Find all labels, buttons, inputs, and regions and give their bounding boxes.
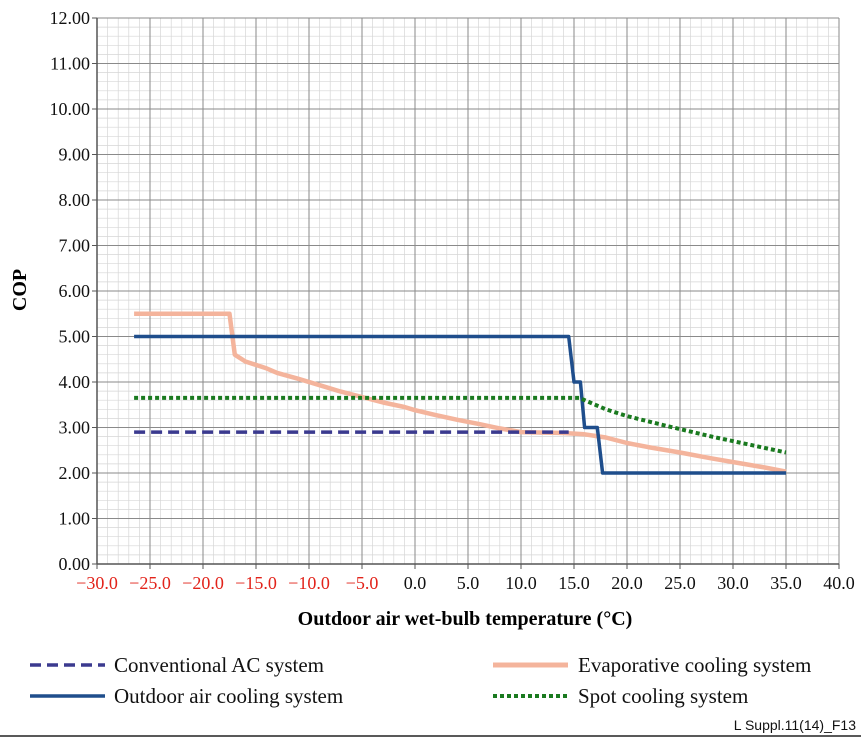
x-tick-label: 5.0 — [457, 573, 480, 593]
y-tick-label: 2.00 — [59, 463, 91, 483]
series-line-evaporative-cooling-system — [134, 311, 787, 474]
y-tick-labels: 0.00 1.00 2.00 3.00 4.00 5.00 6.00 7.00 8.00 9.00… — [50, 8, 91, 574]
y-tick-label: 6.00 — [59, 281, 91, 301]
y-tick-label: 0.00 — [59, 554, 91, 574]
x-tick-label: 25.0 — [664, 573, 696, 593]
x-tick-label: 0.0 — [404, 573, 427, 593]
x-tick-label: −30.0 — [76, 573, 118, 593]
y-tick-label: 8.00 — [59, 190, 91, 210]
series-lines — [134, 311, 787, 475]
legend-label-conventional: Conventional AC system — [114, 653, 324, 677]
series-line-spot-cooling-system — [134, 395, 787, 455]
x-tick-label: 30.0 — [717, 573, 749, 593]
y-tick-label: 11.00 — [50, 54, 90, 74]
y-tick-label: 5.00 — [59, 327, 91, 347]
axes — [92, 17, 840, 569]
x-tick-label: 40.0 — [823, 573, 855, 593]
x-axis-title: Outdoor air wet-bulb temperature (°C) — [298, 608, 633, 630]
x-tick-label: 15.0 — [558, 573, 590, 593]
legend-label-spot: Spot cooling system — [578, 684, 748, 708]
y-tick-label: 1.00 — [59, 509, 91, 529]
y-axis-title: COP — [9, 269, 31, 311]
x-tick-label: −25.0 — [129, 573, 171, 593]
x-tick-label: −5.0 — [346, 573, 379, 593]
x-tick-label: 20.0 — [611, 573, 643, 593]
y-tick-label: 3.00 — [59, 418, 91, 438]
legend: Conventional AC system Outdoor air cooli… — [30, 653, 811, 708]
x-tick-labels: −30.0 −25.0 −20.0 −15.0 −10.0 −5.0 0.0 5.0 10.0 1… — [76, 573, 855, 593]
y-tick-label: 4.00 — [59, 372, 91, 392]
y-tick-label: 12.00 — [50, 8, 91, 28]
y-tick-label: 10.00 — [50, 99, 91, 119]
series-line-outdoor-air-cooling-system — [134, 334, 786, 475]
figure-reference: L Suppl.11(14)_F13 — [734, 717, 856, 733]
x-tick-label: 35.0 — [770, 573, 802, 593]
y-tick-label: 9.00 — [59, 145, 91, 165]
x-tick-label: 10.0 — [505, 573, 537, 593]
legend-label-outdoor-air: Outdoor air cooling system — [114, 684, 343, 708]
y-tick-label: 7.00 — [59, 236, 91, 256]
x-tick-label: −10.0 — [288, 573, 330, 593]
x-tick-label: −15.0 — [235, 573, 277, 593]
x-tick-label: −20.0 — [182, 573, 224, 593]
legend-label-evaporative: Evaporative cooling system — [578, 653, 811, 677]
